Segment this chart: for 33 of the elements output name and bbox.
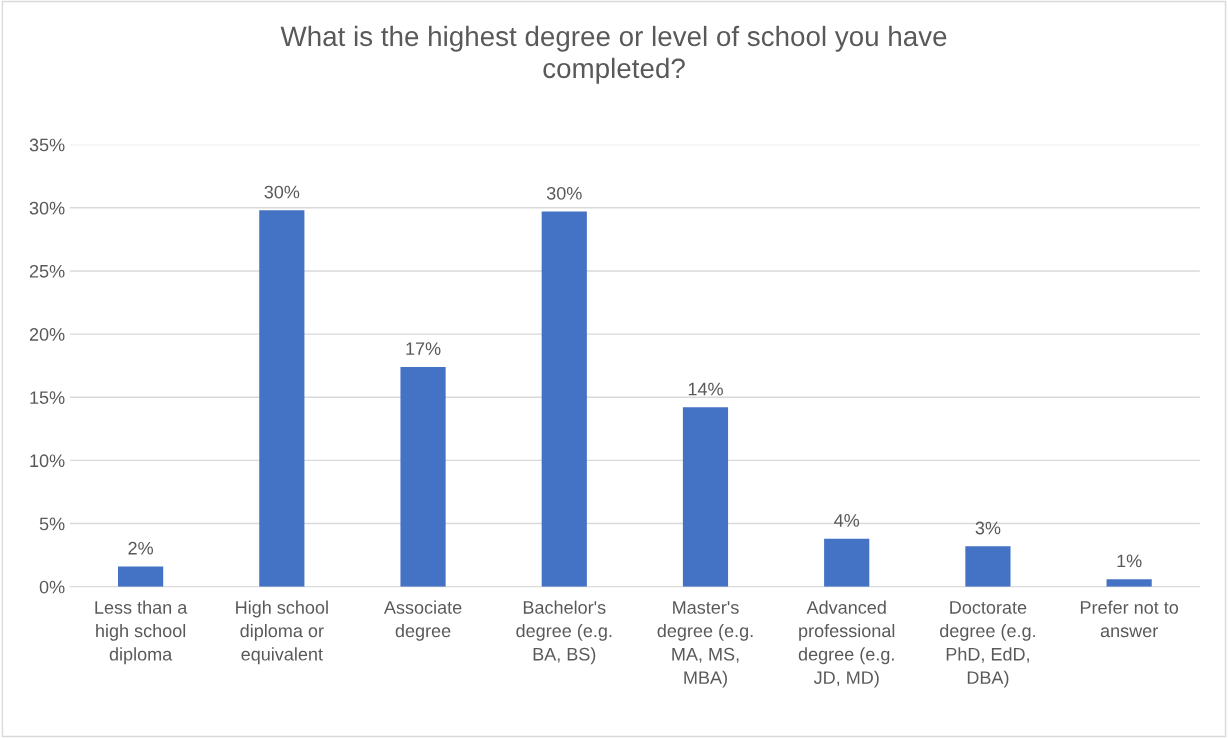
x-tick-label: Less than a high school diploma — [95, 600, 188, 665]
bar — [259, 210, 305, 587]
bar — [682, 407, 729, 587]
x-tick-label: Doctorate degree (e.g. PhD, EdD, DBA) — [940, 601, 1035, 688]
bar — [824, 538, 870, 587]
y-tick-label: 20% — [29, 328, 65, 341]
data-label: 3% — [975, 521, 1001, 535]
data-label: 30% — [546, 186, 582, 200]
y-tick-label: 5% — [39, 517, 65, 531]
data-label: 2% — [128, 541, 154, 555]
data-label: 1% — [1117, 554, 1142, 568]
chart-title: What is the highest degree or level of school you have completed? — [280, 25, 947, 84]
x-tick-label: Master's degree (e.g. MA, MS, MBA) — [657, 601, 753, 688]
bar — [541, 211, 587, 587]
x-tick-label: Associate degree — [383, 600, 462, 641]
bar — [400, 366, 446, 587]
x-tick-label: Bachelor's degree (e.g. BA, BS) — [516, 600, 612, 665]
data-label: 14% — [688, 382, 723, 396]
x-tick-label: High school diploma or equivalent — [236, 600, 328, 665]
y-tick-label: 10% — [30, 454, 65, 468]
data-label: 17% — [406, 342, 441, 355]
y-tick-label: 15% — [30, 391, 65, 404]
y-tick-label: 0% — [39, 580, 65, 594]
bar — [1106, 579, 1152, 587]
y-tick-label: 25% — [29, 264, 65, 278]
bar — [118, 566, 164, 587]
x-tick-label: Advanced professional degree (e.g. JD, MD) — [798, 600, 895, 688]
data-label: 30% — [264, 185, 300, 199]
data-label: 4% — [834, 514, 860, 527]
y-tick-label: 35% — [29, 138, 65, 152]
y-tick-label: 30% — [29, 201, 65, 215]
x-tick-label: Prefer not to answer — [1080, 600, 1179, 638]
bar — [965, 546, 1011, 587]
